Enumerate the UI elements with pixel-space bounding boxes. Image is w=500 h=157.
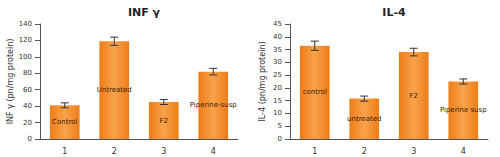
svg-text:20: 20	[23, 119, 32, 127]
svg-text:5: 5	[278, 122, 282, 130]
svg-text:Piperine susp: Piperine susp	[440, 106, 487, 114]
svg-text:140: 140	[19, 20, 32, 28]
svg-text:3: 3	[161, 147, 166, 156]
svg-text:2: 2	[112, 147, 117, 156]
svg-text:40: 40	[273, 33, 282, 41]
svg-text:control: control	[303, 88, 327, 96]
svg-text:Untreated: Untreated	[97, 86, 132, 94]
svg-text:F2: F2	[410, 92, 418, 100]
svg-text:15: 15	[273, 97, 282, 105]
svg-text:0: 0	[28, 135, 32, 143]
svg-text:0: 0	[278, 135, 282, 143]
svg-text:40: 40	[23, 102, 32, 110]
svg-text:60: 60	[23, 86, 32, 94]
svg-text:35: 35	[273, 46, 282, 54]
svg-text:Control: Control	[52, 118, 77, 126]
svg-text:INF γ: INF γ	[128, 6, 161, 19]
svg-text:30: 30	[273, 58, 282, 66]
svg-text:1: 1	[62, 147, 67, 156]
svg-text:3: 3	[411, 147, 416, 156]
svg-text:F2: F2	[160, 117, 168, 125]
svg-text:20: 20	[273, 84, 282, 92]
svg-text:80: 80	[23, 69, 32, 77]
svg-text:INF γ (pn/mg protein): INF γ (pn/mg protein)	[6, 39, 15, 125]
svg-text:4: 4	[461, 147, 466, 156]
svg-text:100: 100	[19, 53, 32, 61]
svg-text:untreated: untreated	[347, 115, 381, 123]
svg-text:120: 120	[19, 36, 32, 44]
svg-text:45: 45	[273, 20, 282, 28]
svg-text:10: 10	[273, 109, 282, 117]
svg-text:25: 25	[273, 71, 282, 79]
svg-text:IL-4 (pn/mg protein): IL-4 (pn/mg protein)	[258, 41, 267, 121]
svg-text:Piperine-susp: Piperine-susp	[190, 101, 238, 109]
svg-text:4: 4	[211, 147, 216, 156]
svg-text:IL-4: IL-4	[382, 6, 406, 19]
svg-text:2: 2	[362, 147, 367, 156]
svg-text:1: 1	[312, 147, 317, 156]
